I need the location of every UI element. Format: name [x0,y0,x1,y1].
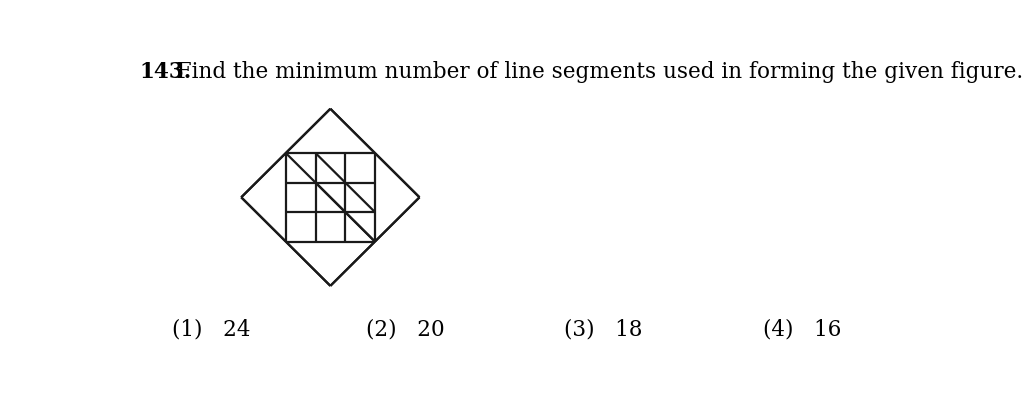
Text: (4)   16: (4) 16 [763,318,842,340]
Text: (3)   18: (3) 18 [564,318,643,340]
Text: Find the minimum number of line segments used in forming the given figure.: Find the minimum number of line segments… [170,61,1023,83]
Text: (1)   24: (1) 24 [172,318,250,340]
Text: (2)   20: (2) 20 [367,318,444,340]
Text: 143.: 143. [140,61,193,83]
